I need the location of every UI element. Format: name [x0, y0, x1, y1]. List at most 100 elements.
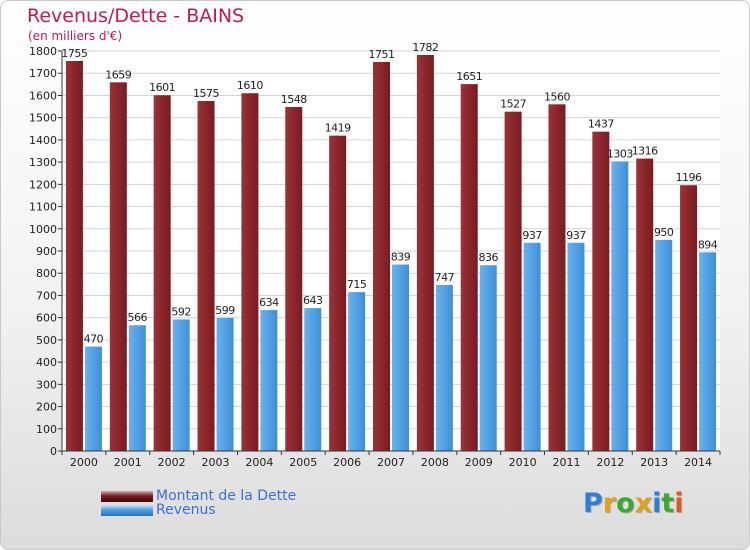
y-tick-label: 1100	[29, 201, 57, 214]
data-label-debt: 1196	[676, 171, 702, 184]
data-label-debt: 1560	[544, 90, 570, 103]
y-tick-label: 1200	[29, 178, 57, 191]
data-label-revenue: 634	[259, 296, 279, 309]
legend-label-revenue: Revenus	[156, 502, 216, 518]
x-tick-label: 2014	[684, 456, 712, 469]
data-label-debt: 1659	[105, 68, 131, 81]
x-tick-label: 2011	[552, 456, 580, 469]
bar-revenue	[567, 242, 585, 451]
data-label-revenue: 1303	[607, 147, 633, 160]
legend-swatch-debt	[101, 491, 153, 502]
data-label-debt: 1419	[325, 122, 351, 135]
data-label-revenue: 894	[698, 238, 718, 251]
data-label-revenue: 643	[303, 294, 323, 307]
bar-revenue	[260, 310, 278, 451]
legend-swatch-revenue	[101, 505, 153, 516]
bar-debt	[504, 111, 522, 452]
bar-debt	[285, 107, 303, 451]
y-tick-label: 400	[36, 356, 57, 369]
bar-revenue	[172, 319, 190, 451]
y-tick-label: 1300	[29, 156, 57, 169]
data-label-debt: 1755	[61, 47, 87, 60]
x-tick-label: 2004	[245, 456, 273, 469]
chart-title: Revenus/Dette - BAINS	[27, 5, 245, 27]
bar-revenue	[655, 239, 673, 451]
bar-debt	[241, 93, 259, 451]
data-label-debt: 1316	[632, 145, 658, 158]
x-tick-label: 2010	[509, 456, 537, 469]
data-label-revenue: 937	[522, 229, 542, 242]
bar-revenue	[304, 308, 322, 451]
y-tick-label: 1000	[29, 223, 57, 236]
y-tick-label: 1500	[29, 112, 57, 125]
y-tick-label: 700	[36, 289, 57, 302]
y-tick-label: 1800	[29, 45, 57, 58]
data-label-revenue: 747	[435, 271, 455, 284]
y-tick-label: 600	[36, 312, 57, 325]
x-tick-label: 2008	[421, 456, 449, 469]
data-label-revenue: 839	[391, 251, 411, 264]
y-tick-label: 1600	[29, 89, 57, 102]
data-label-debt: 1751	[369, 48, 395, 61]
bar-debt	[680, 185, 698, 451]
x-tick-label: 2013	[640, 456, 668, 469]
bar-revenue	[523, 242, 541, 451]
y-tick-label: 1400	[29, 134, 57, 147]
bar-revenue	[348, 292, 366, 451]
bar-debt	[197, 101, 215, 451]
y-tick-label: 900	[36, 245, 57, 258]
data-label-debt: 1527	[500, 98, 526, 111]
y-tick-label: 500	[36, 334, 57, 347]
bar-debt	[460, 84, 478, 451]
bar-debt	[109, 82, 127, 451]
x-tick-label: 2001	[114, 456, 142, 469]
data-label-revenue: 937	[566, 229, 586, 242]
bar-debt	[592, 131, 610, 451]
bar-revenue	[392, 264, 409, 451]
bar-revenue	[128, 325, 146, 451]
y-tick-label: 1700	[29, 67, 57, 80]
bar-revenue	[699, 252, 717, 451]
x-tick-label: 2009	[465, 456, 493, 469]
data-label-revenue: 470	[84, 333, 104, 346]
data-label-debt: 1610	[237, 79, 263, 92]
bar-revenue	[216, 317, 234, 451]
data-label-revenue: 592	[171, 305, 191, 318]
y-tick-label: 300	[36, 378, 57, 391]
legend-label-debt: Montant de la Dette	[156, 488, 297, 504]
bar-revenue	[479, 265, 497, 451]
y-tick-label: 800	[36, 267, 57, 280]
chart-subtitle: (en milliers d'€)	[28, 29, 123, 43]
bar-debt	[329, 135, 347, 451]
data-label-revenue: 599	[215, 304, 235, 317]
bar-revenue	[611, 161, 629, 451]
x-tick-label: 2006	[333, 456, 361, 469]
y-tick-label: 100	[36, 423, 57, 436]
data-label-debt: 1437	[588, 118, 614, 131]
data-label-debt: 1548	[281, 93, 307, 106]
data-label-revenue: 715	[347, 278, 367, 291]
x-tick-label: 2007	[377, 456, 405, 469]
x-tick-label: 2005	[289, 456, 317, 469]
bar-debt	[636, 158, 654, 452]
bar-debt	[548, 104, 566, 451]
data-label-debt: 1651	[456, 70, 482, 83]
data-label-debt: 1782	[412, 41, 438, 54]
proxiti-logo: Proxiti	[583, 488, 684, 519]
data-label-revenue: 950	[654, 226, 674, 239]
data-label-revenue: 566	[128, 311, 148, 324]
data-label-debt: 1601	[149, 81, 175, 94]
x-tick-label: 2003	[202, 456, 230, 469]
x-tick-label: 2012	[596, 456, 624, 469]
bar-debt	[416, 55, 434, 451]
data-label-revenue: 836	[478, 251, 498, 264]
bar-revenue	[84, 346, 102, 451]
bar-debt	[153, 95, 171, 451]
bar-revenue	[435, 285, 453, 451]
bar-debt	[65, 61, 83, 451]
x-tick-label: 2000	[70, 456, 98, 469]
bar-debt	[373, 61, 390, 452]
data-label-debt: 1575	[193, 87, 219, 100]
